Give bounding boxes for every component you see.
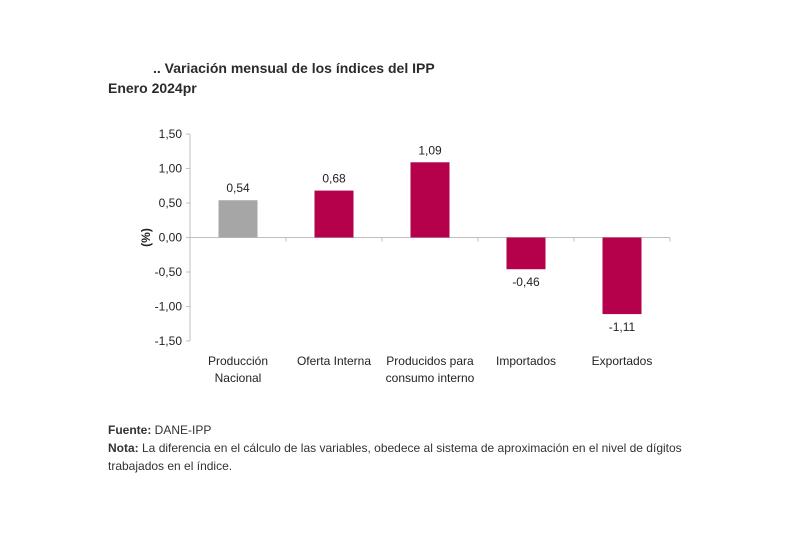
y-tick-label: 0,00	[159, 231, 183, 245]
source-label: Fuente:	[108, 423, 152, 437]
category-label: consumo interno	[386, 371, 475, 385]
category-label: Oferta Interna	[297, 354, 371, 368]
category-label: Exportados	[592, 354, 653, 368]
chart-title: .. Variación mensual de los índices del …	[153, 60, 435, 76]
bar	[506, 237, 546, 270]
data-label: -1,11	[609, 320, 636, 334]
y-tick-label: 1,00	[159, 162, 183, 176]
data-label: 1,09	[418, 143, 442, 157]
y-tick-label: 1,50	[159, 127, 183, 141]
category-label: Producción	[208, 354, 268, 368]
chart-subtitle: Enero 2024pr	[108, 80, 197, 96]
bar	[410, 162, 450, 238]
note-text: La diferencia en el cálculo de las varia…	[108, 441, 682, 473]
y-axis-label: (%)	[139, 228, 153, 247]
note-label: Nota:	[108, 441, 139, 455]
source-text: DANE-IPP	[151, 423, 212, 437]
category-label: Importados	[496, 354, 556, 368]
y-tick-label: 0,50	[159, 196, 183, 210]
bar	[602, 237, 642, 315]
category-label: Nacional	[215, 371, 262, 385]
y-tick-label: -0,50	[155, 265, 183, 279]
data-label: 0,54	[226, 181, 250, 195]
footer: Fuente: DANE-IPP Nota: La diferencia en …	[108, 421, 728, 475]
data-label: 0,68	[322, 172, 346, 186]
source-line: Fuente: DANE-IPP	[108, 421, 728, 439]
bar	[314, 190, 354, 238]
data-label: -0,46	[512, 275, 540, 289]
bar	[218, 200, 258, 238]
y-tick-label: -1,00	[155, 300, 183, 314]
y-tick-label: -1,50	[155, 334, 183, 348]
note-line: Nota: La diferencia en el cálculo de las…	[108, 439, 728, 475]
labels: 0,54 Producción Nacional 0,68 Oferta Interna…	[208, 143, 652, 385]
bars	[218, 162, 642, 315]
category-label: Producidos para	[386, 354, 474, 368]
axes: 1,50 1,00 0,50 0,00 -0,50 -1,00 -1,50 (%)	[139, 127, 671, 348]
